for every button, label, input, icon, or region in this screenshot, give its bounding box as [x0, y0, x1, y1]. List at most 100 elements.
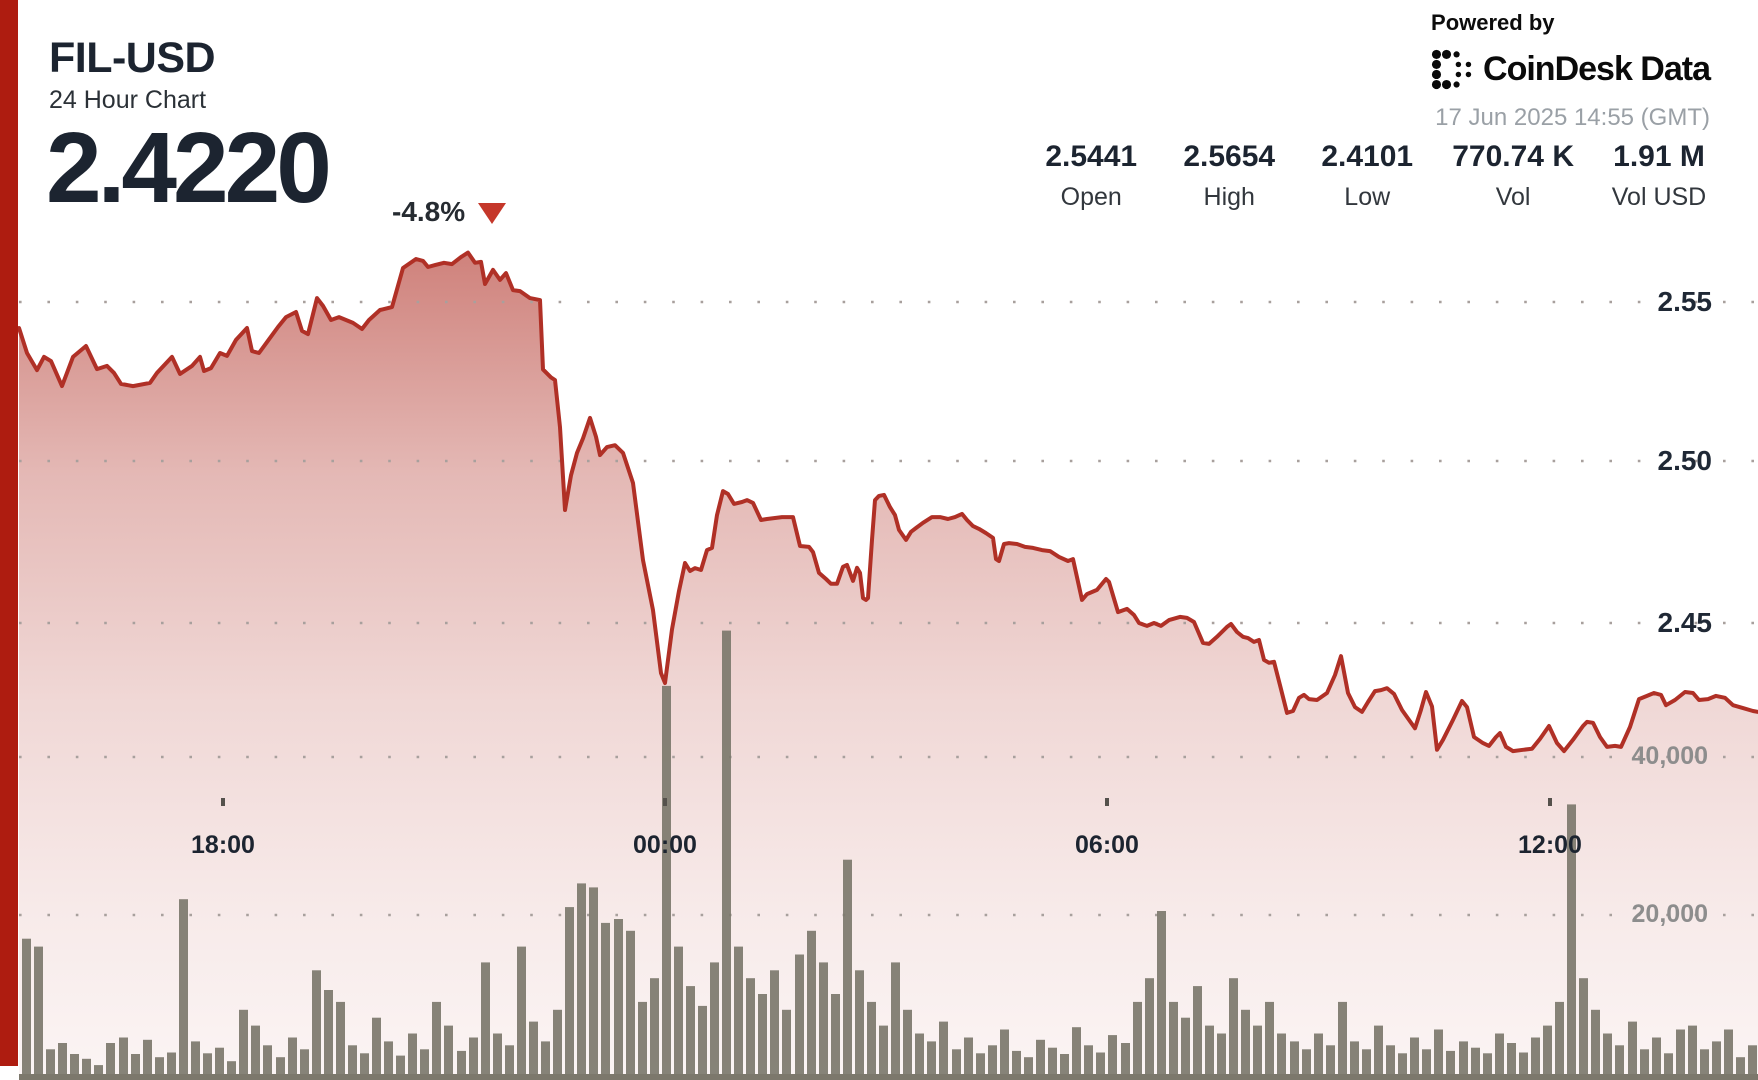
- volume-bar: [1326, 1045, 1335, 1080]
- volume-bar: [734, 946, 743, 1080]
- volume-bar: [1350, 1041, 1359, 1080]
- volume-bar: [710, 962, 719, 1080]
- volume-bar: [1736, 1057, 1745, 1080]
- volume-bar: [1362, 1049, 1371, 1080]
- volume-bar: [674, 946, 683, 1080]
- volume-bar: [408, 1033, 417, 1080]
- stat-high: 2.5654 High: [1176, 140, 1282, 212]
- volume-bar: [1748, 1045, 1757, 1080]
- volume-bar: [481, 962, 490, 1080]
- volume-bar: [1422, 1049, 1431, 1080]
- stat-open: 2.5441 Open: [1038, 140, 1144, 212]
- volume-bar: [251, 1025, 260, 1080]
- volume-bar: [131, 1054, 140, 1080]
- volume-bar: [952, 1049, 961, 1080]
- volume-bar: [119, 1037, 128, 1080]
- volume-bar: [167, 1052, 176, 1080]
- volume-bar: [541, 1041, 550, 1080]
- volume-bar: [22, 938, 31, 1080]
- volume-bar: [1000, 1029, 1009, 1080]
- volume-bar: [1628, 1021, 1637, 1080]
- volume-bar: [215, 1047, 224, 1080]
- coindesk-logo[interactable]: CoinDesk Data: [1431, 48, 1711, 90]
- volume-bar: [565, 907, 574, 1080]
- volume-bar: [1241, 1009, 1250, 1080]
- x-tick: [1105, 798, 1109, 806]
- volume-bar: [1434, 1029, 1443, 1080]
- volume-bar: [1519, 1052, 1528, 1080]
- volume-bar: [589, 887, 598, 1080]
- stat-vol-usd-label: Vol USD: [1611, 183, 1707, 211]
- volume-bar: [650, 978, 659, 1080]
- volume-bar: [601, 922, 610, 1080]
- volume-bar: [324, 990, 333, 1080]
- volume-bar: [82, 1058, 91, 1080]
- volume-bar: [1398, 1053, 1407, 1080]
- volume-bar: [1205, 1025, 1214, 1080]
- volume-bar: [312, 970, 321, 1080]
- stat-open-label: Open: [1060, 183, 1122, 211]
- volume-bar: [1483, 1053, 1492, 1080]
- volume-bar: [1193, 986, 1202, 1080]
- volume-bar: [976, 1053, 985, 1080]
- volume-bar: [1265, 1001, 1274, 1080]
- volume-bar: [276, 1057, 285, 1080]
- stat-open-value: 2.5441: [1045, 140, 1138, 173]
- volume-bar: [70, 1054, 79, 1080]
- volume-bar: [1157, 911, 1166, 1080]
- volume-bar: [879, 1025, 888, 1080]
- volume-bar: [1012, 1050, 1021, 1080]
- volume-bar: [1108, 1035, 1117, 1080]
- volume-bar: [203, 1053, 212, 1080]
- volume-bar: [34, 946, 43, 1080]
- current-price: 2.4220: [46, 112, 332, 224]
- powered-by-label: Powered by: [1431, 10, 1555, 35]
- stat-vol-value: 770.74 K: [1452, 140, 1574, 173]
- volume-bar: [1700, 1049, 1709, 1080]
- volume-bar: [420, 1049, 429, 1080]
- volume-bar: [46, 1049, 55, 1080]
- volume-bar: [698, 1005, 707, 1080]
- volume-bar: [493, 1033, 502, 1080]
- stat-low-label: Low: [1344, 183, 1391, 211]
- volume-bar: [819, 962, 828, 1080]
- volume-bar: [1676, 1029, 1685, 1080]
- volume-bar: [1096, 1052, 1105, 1080]
- volume-bar: [505, 1045, 514, 1080]
- volume-bar: [227, 1061, 236, 1080]
- stat-vol: 770.74 K Vol: [1452, 140, 1574, 212]
- volume-bar: [964, 1037, 973, 1080]
- price-area: [19, 252, 1758, 1080]
- volume-bar: [1688, 1025, 1697, 1080]
- volume-bar: [1615, 1045, 1624, 1080]
- volume-bar: [577, 883, 586, 1080]
- volume-bar: [1471, 1047, 1480, 1080]
- volume-bar: [891, 962, 900, 1080]
- volume-bar: [795, 954, 804, 1080]
- volume-bar: [1374, 1025, 1383, 1080]
- volume-bar: [1579, 978, 1588, 1080]
- down-arrow-icon: [478, 203, 506, 224]
- x-tick: [221, 798, 225, 806]
- volume-bar: [903, 1009, 912, 1080]
- volume-bar: [1060, 1054, 1069, 1080]
- volume-bar: [686, 986, 695, 1080]
- stat-low-value: 2.4101: [1321, 140, 1414, 173]
- volume-bar: [927, 1041, 936, 1080]
- volume-bar: [1217, 1033, 1226, 1080]
- volume-bar: [444, 1025, 453, 1080]
- volume-bar: [1277, 1033, 1286, 1080]
- volume-bar: [758, 994, 767, 1080]
- volume-bar: [1446, 1050, 1455, 1080]
- volume-bar: [300, 1049, 309, 1080]
- accent-bar: [0, 0, 18, 1066]
- timestamp: 17 Jun 2025 14:55 (GMT): [1435, 104, 1710, 131]
- volume-bar: [94, 1065, 103, 1080]
- volume-bar: [1555, 1001, 1564, 1080]
- volume-bar: [396, 1055, 405, 1080]
- stat-high-label: High: [1203, 183, 1255, 211]
- volume-bar: [1169, 1001, 1178, 1080]
